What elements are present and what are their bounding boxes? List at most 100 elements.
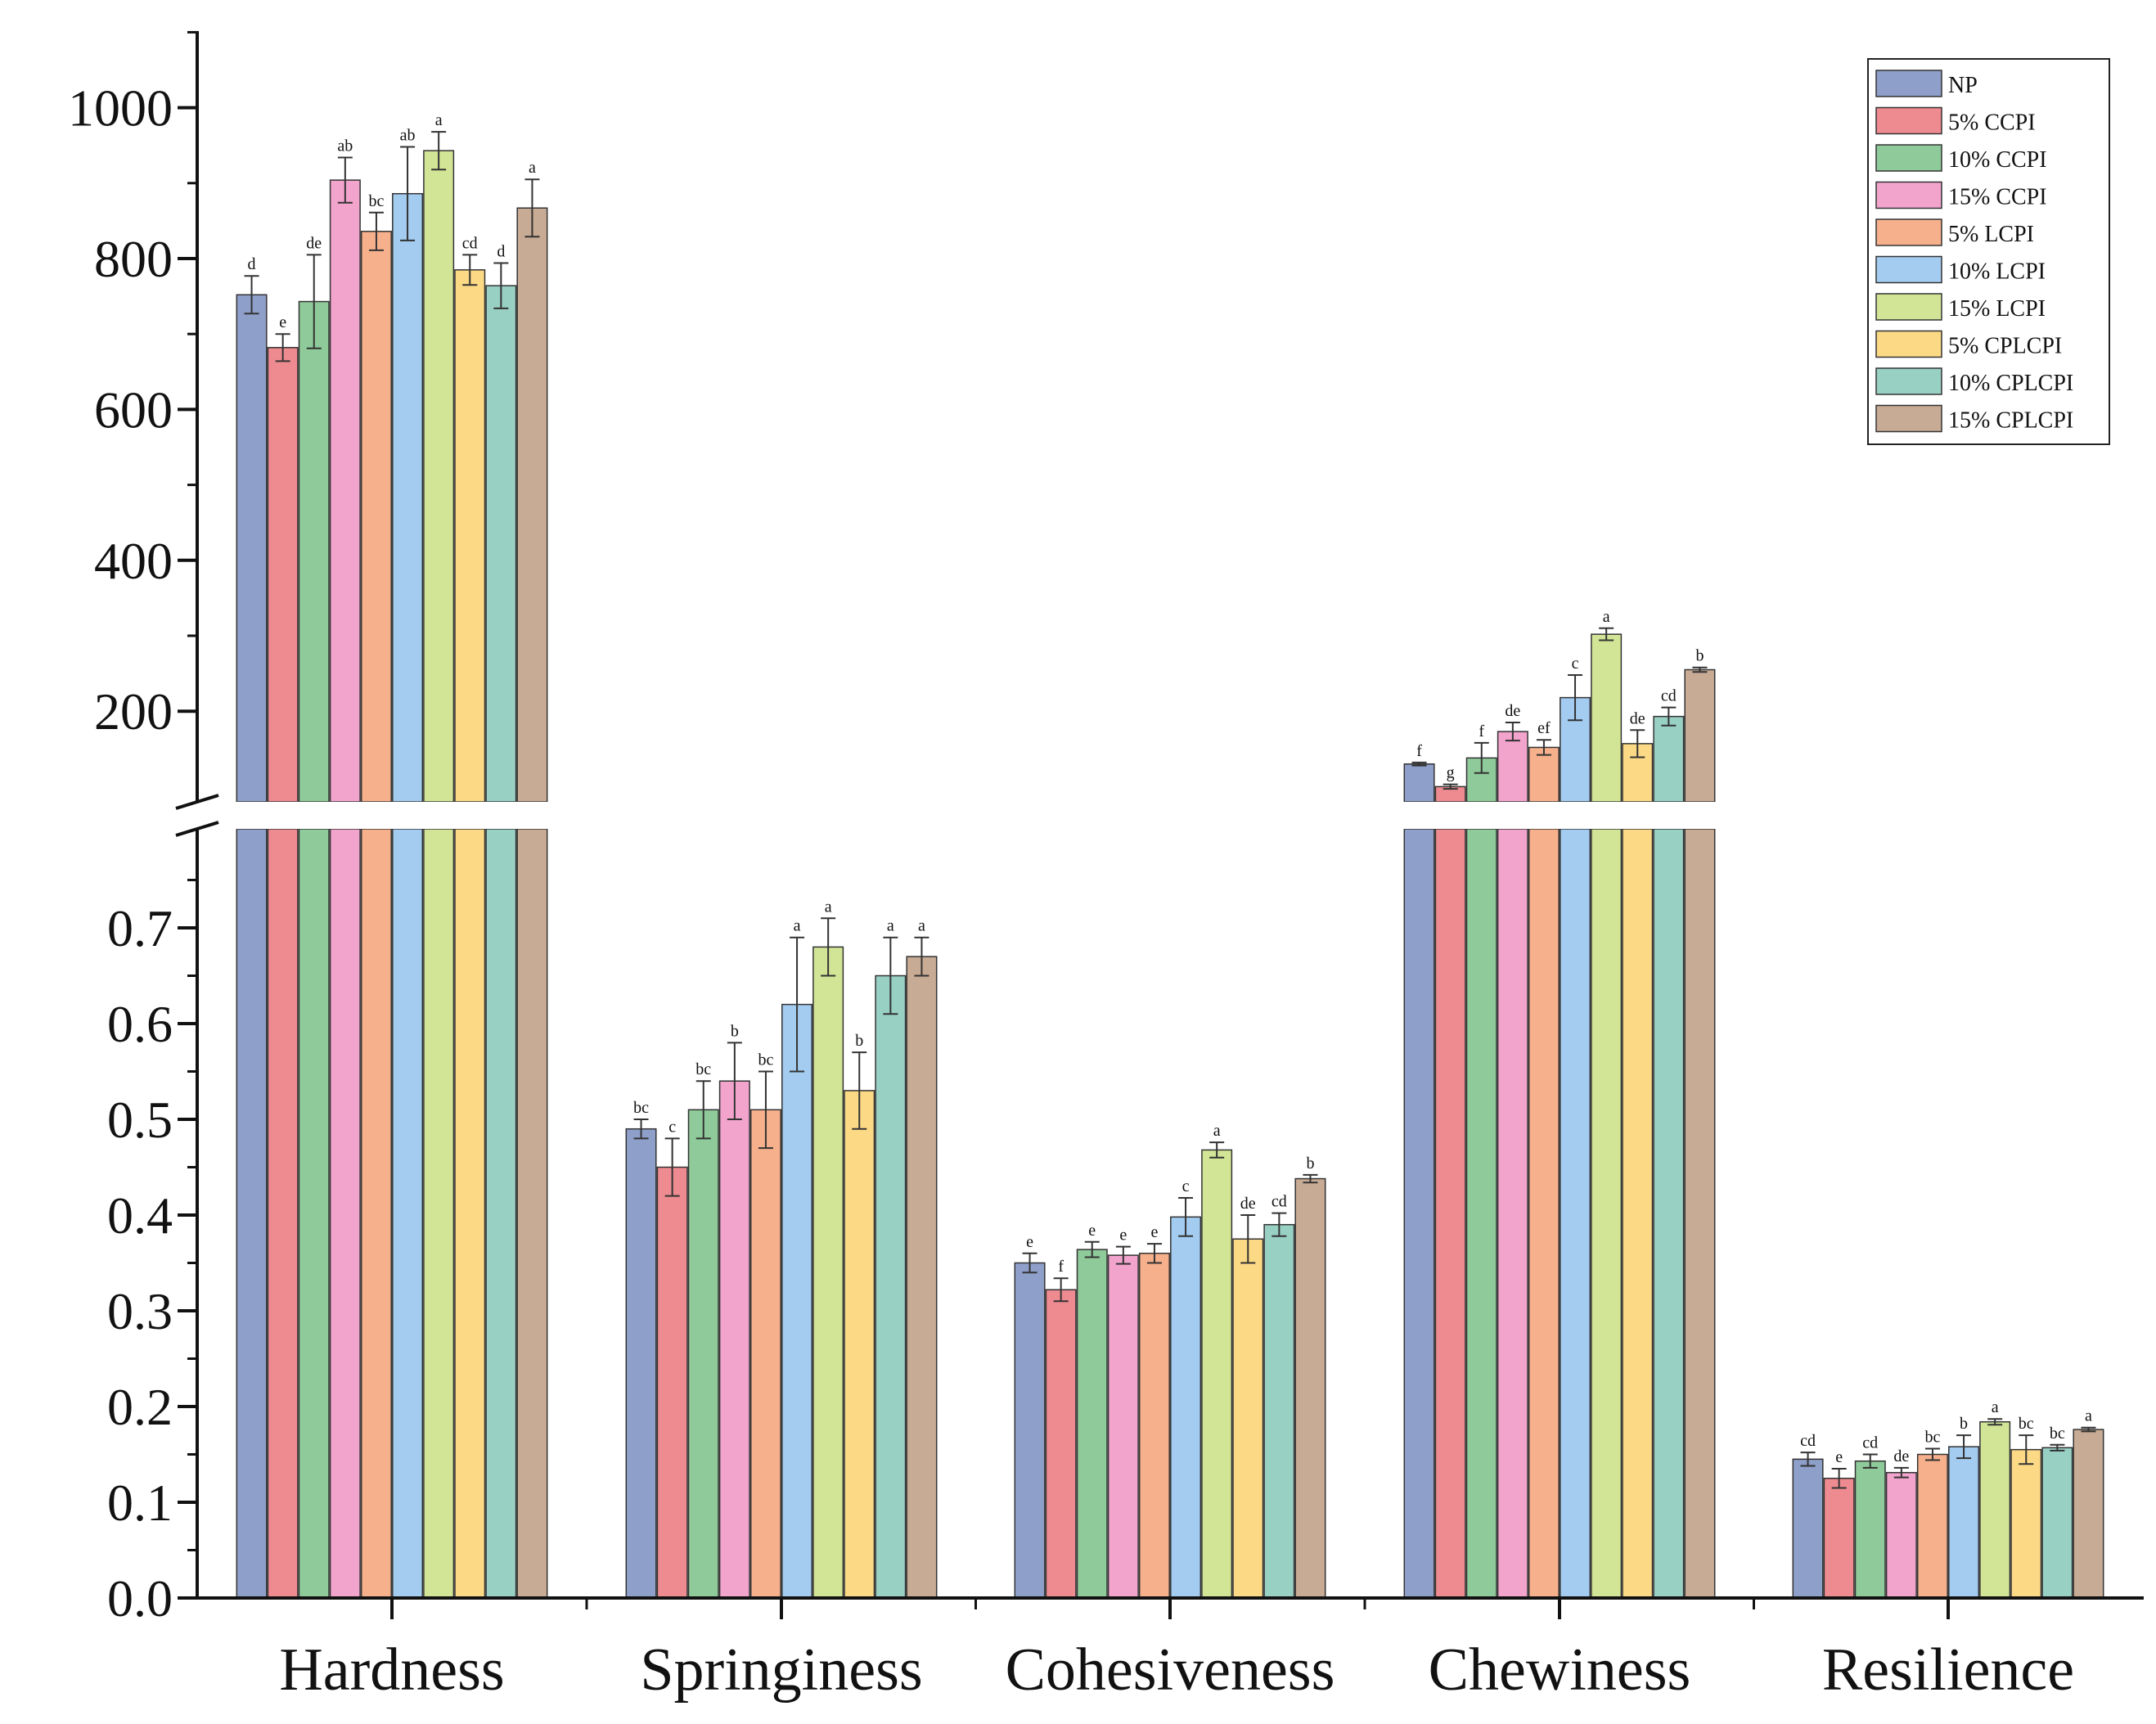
y-tick-label: 0.5: [107, 1091, 173, 1149]
bar: [1403, 828, 1435, 1599]
significance-label: d: [497, 243, 505, 261]
legend-swatch: [1875, 367, 1942, 395]
axis-break-gap: [147, 802, 2144, 829]
legend-swatch: [1875, 70, 1942, 97]
legend-swatch: [1875, 255, 1942, 284]
bar: [812, 946, 844, 1599]
bar: [1528, 828, 1560, 1599]
significance-label: f: [1479, 722, 1484, 740]
significance-label: a: [529, 159, 536, 177]
bar: [875, 975, 907, 1599]
x-category-label: Cohesiveness: [1006, 1636, 1335, 1704]
bar: [1823, 1478, 1855, 1599]
bar: [656, 1166, 688, 1599]
significance-label: a: [887, 917, 894, 935]
bar: [298, 300, 330, 803]
significance-label: a: [1992, 1398, 1999, 1416]
significance-label: e: [1151, 1223, 1159, 1241]
bar: [1497, 828, 1528, 1599]
y-tick-label: 800: [94, 230, 173, 288]
bar: [1792, 1458, 1824, 1599]
significance-label: b: [731, 1022, 739, 1040]
significance-label: de: [1630, 709, 1645, 727]
significance-label: f: [1058, 1258, 1064, 1276]
bar: [1622, 828, 1654, 1599]
bar: [718, 1080, 750, 1599]
bar: [298, 828, 330, 1599]
bar: [360, 828, 392, 1599]
bar: [236, 828, 268, 1599]
legend-label: 15% CCPI: [1948, 185, 2047, 210]
bar: [1201, 1149, 1233, 1599]
significance-label: ef: [1537, 719, 1551, 737]
legend-label: 5% CCPI: [1948, 110, 2036, 136]
bar: [749, 1109, 781, 1599]
significance-label: d: [248, 255, 256, 273]
bar: [423, 828, 455, 1599]
significance-label: a: [1603, 608, 1610, 626]
bar: [625, 1128, 657, 1599]
y-tick-label: 0.2: [107, 1378, 173, 1436]
bar: [454, 828, 486, 1599]
bar: [1948, 1446, 1980, 1599]
axes-layer: 200 400 600 800 1000 0.0 0.1 0.2 0.3 0.4 0.5 0.6 0.7…: [68, 30, 2144, 1704]
bar: [1014, 1262, 1046, 1599]
y-tick-label: 1000: [68, 79, 173, 137]
legend-label: 15% LCPI: [1948, 296, 2046, 322]
bar: [1263, 1223, 1295, 1599]
significance-label: a: [825, 898, 832, 916]
bar: [392, 192, 424, 803]
legend-swatch: [1875, 144, 1942, 172]
significance-label: bc: [2050, 1425, 2065, 1443]
significance-label: ab: [400, 127, 416, 145]
x-category-label: Chewiness: [1429, 1636, 1691, 1704]
legend-label: NP: [1948, 73, 1978, 98]
significance-label: de: [306, 234, 322, 252]
significance-label: bc: [1925, 1428, 1941, 1446]
bar: [1170, 1216, 1202, 1599]
bar: [1916, 1453, 1948, 1599]
significance-label: cd: [1800, 1432, 1816, 1450]
y-tick-label: 0.0: [107, 1569, 173, 1627]
bar: [1465, 828, 1497, 1599]
bar: [1294, 1177, 1326, 1599]
bar: [329, 179, 361, 803]
bar: [1684, 668, 1716, 803]
bar: [1653, 828, 1685, 1599]
y-tick-label: 0.7: [107, 899, 173, 957]
bar: [236, 294, 268, 803]
bar: [844, 1090, 875, 1599]
significance-label: a: [2085, 1407, 2092, 1425]
bar: [1684, 828, 1716, 1599]
axis-break-mark: [175, 794, 219, 810]
significance-label: de: [1893, 1447, 1909, 1465]
bar: [1045, 1289, 1077, 1599]
bar: [1076, 1249, 1108, 1599]
bar: [485, 828, 517, 1599]
bar: [392, 828, 424, 1599]
bar: [2041, 1447, 2073, 1599]
legend: NP 5% CCPI 10% CCPI 15% CCPI 5% LCPI 10% LCPI…: [1867, 58, 2110, 445]
bar: [485, 285, 517, 803]
significance-label: e: [1088, 1222, 1096, 1240]
bar: [1591, 633, 1623, 803]
bar: [1591, 828, 1623, 1599]
y-tick-label: 400: [94, 532, 173, 590]
bar: [2073, 1429, 2104, 1599]
legend-label: 10% CPLCPI: [1948, 371, 2073, 396]
bar: [1232, 1238, 1264, 1599]
bar: [454, 269, 486, 803]
legend-label: 5% LCPI: [1948, 222, 2034, 247]
bar: [267, 828, 299, 1599]
y-tick-label: 200: [94, 682, 173, 740]
significance-label: e: [1026, 1233, 1033, 1251]
significance-label: bc: [758, 1051, 774, 1069]
legend-swatch: [1875, 218, 1942, 246]
significance-label: bc: [695, 1060, 711, 1078]
bar: [516, 828, 548, 1599]
significance-label: a: [918, 917, 925, 935]
significance-label: a: [794, 917, 801, 935]
